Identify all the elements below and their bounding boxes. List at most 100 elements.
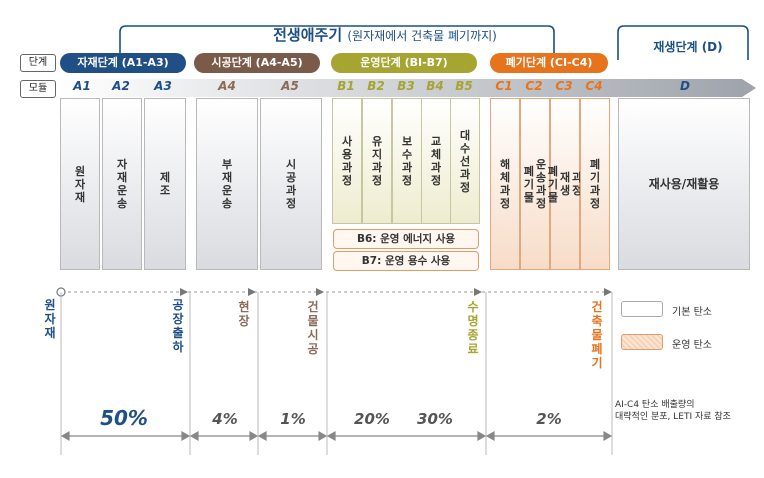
regen-stage-title: 재생단계 (D) (653, 40, 723, 54)
row-label-stage: 단계 (20, 54, 56, 72)
module-d: D (680, 79, 690, 93)
vertical-char: 수 (467, 300, 479, 314)
vertical-char: 체 (430, 148, 442, 161)
vertical-char: 정 (499, 197, 511, 210)
module-a3: A3 (154, 79, 172, 93)
stage-operation: 운영단계 (BI-B7) (331, 53, 477, 73)
process-d: 재사용/재활용 (618, 98, 750, 270)
vertical-char: 송 (116, 197, 128, 210)
vertical-char: 정 (371, 174, 383, 187)
vertical-char: 물 (591, 328, 603, 342)
vertical-char: 정 (401, 174, 413, 187)
pct-operation-1: 20% (354, 410, 390, 428)
vertical-char: 과 (499, 184, 511, 197)
module-c1: C1 (495, 79, 513, 93)
vertical-char: 생 (559, 184, 571, 197)
vertical-char: 재 (221, 171, 233, 184)
stage-disposal: 폐기단계 (CI-C4) (490, 53, 608, 73)
vertical-char: 하 (172, 340, 184, 354)
vertical-char: 과 (341, 161, 353, 174)
vertical-char: 보 (401, 135, 413, 148)
diagram-title: 전생애주기 (원자재에서 건축물 폐기까지) (150, 24, 620, 45)
vertical-char: 정 (285, 197, 297, 210)
vertical-char: 물 (523, 190, 534, 204)
vertical-char: 폐 (547, 164, 558, 178)
operational-water-pill: B7: 운영 용수 사용 (333, 251, 479, 271)
vertical-char: 운 (536, 158, 547, 171)
vertical-char: 대 (459, 128, 471, 142)
vertical-char: 자 (74, 177, 86, 191)
title-sub: (원자재에서 건축물 폐기까지) (347, 29, 497, 43)
vertical-char: 공 (307, 342, 319, 356)
module-b3: B3 (397, 79, 415, 93)
vertical-char: 원 (74, 164, 86, 178)
vertical-char: 시 (285, 158, 297, 171)
vertical-char: 원 (44, 298, 56, 312)
vertical-char: 기 (591, 356, 603, 370)
vertical-char: 재 (74, 190, 86, 204)
lifecycle-bracket (60, 25, 756, 97)
vertical-char: 송 (536, 171, 547, 184)
vertical-char: 물 (547, 190, 558, 204)
vertical-char: 운 (221, 184, 233, 197)
vertical-char: 폐 (591, 342, 603, 356)
vertical-char: 체 (499, 171, 511, 184)
vertical-char: 과 (430, 161, 442, 174)
pct-operation-2: 30% (417, 410, 453, 428)
module-a2: A2 (112, 79, 130, 93)
vertical-char: 과 (589, 184, 601, 197)
module-a5: A5 (281, 79, 299, 93)
vertical-char: 과 (401, 161, 413, 174)
vertical-char: 사 (341, 135, 353, 148)
vertical-char: 제 (159, 171, 171, 184)
vertical-char: 물 (307, 314, 319, 328)
source-note: AI-C4 탄소 배출량의 대략적인 분포, LETI 자료 참조 (615, 399, 731, 423)
vertical-char: 과 (371, 161, 383, 174)
vertical-char: 재 (116, 171, 128, 184)
vertical-char: 폐 (589, 158, 601, 171)
operational-energy-pill: B6: 운영 에너지 사용 (333, 229, 479, 249)
module-b5: B5 (455, 79, 473, 93)
source-note-line-2: 대략적인 분포, LETI 자료 참조 (615, 412, 731, 422)
vertical-char: 재 (559, 171, 571, 184)
